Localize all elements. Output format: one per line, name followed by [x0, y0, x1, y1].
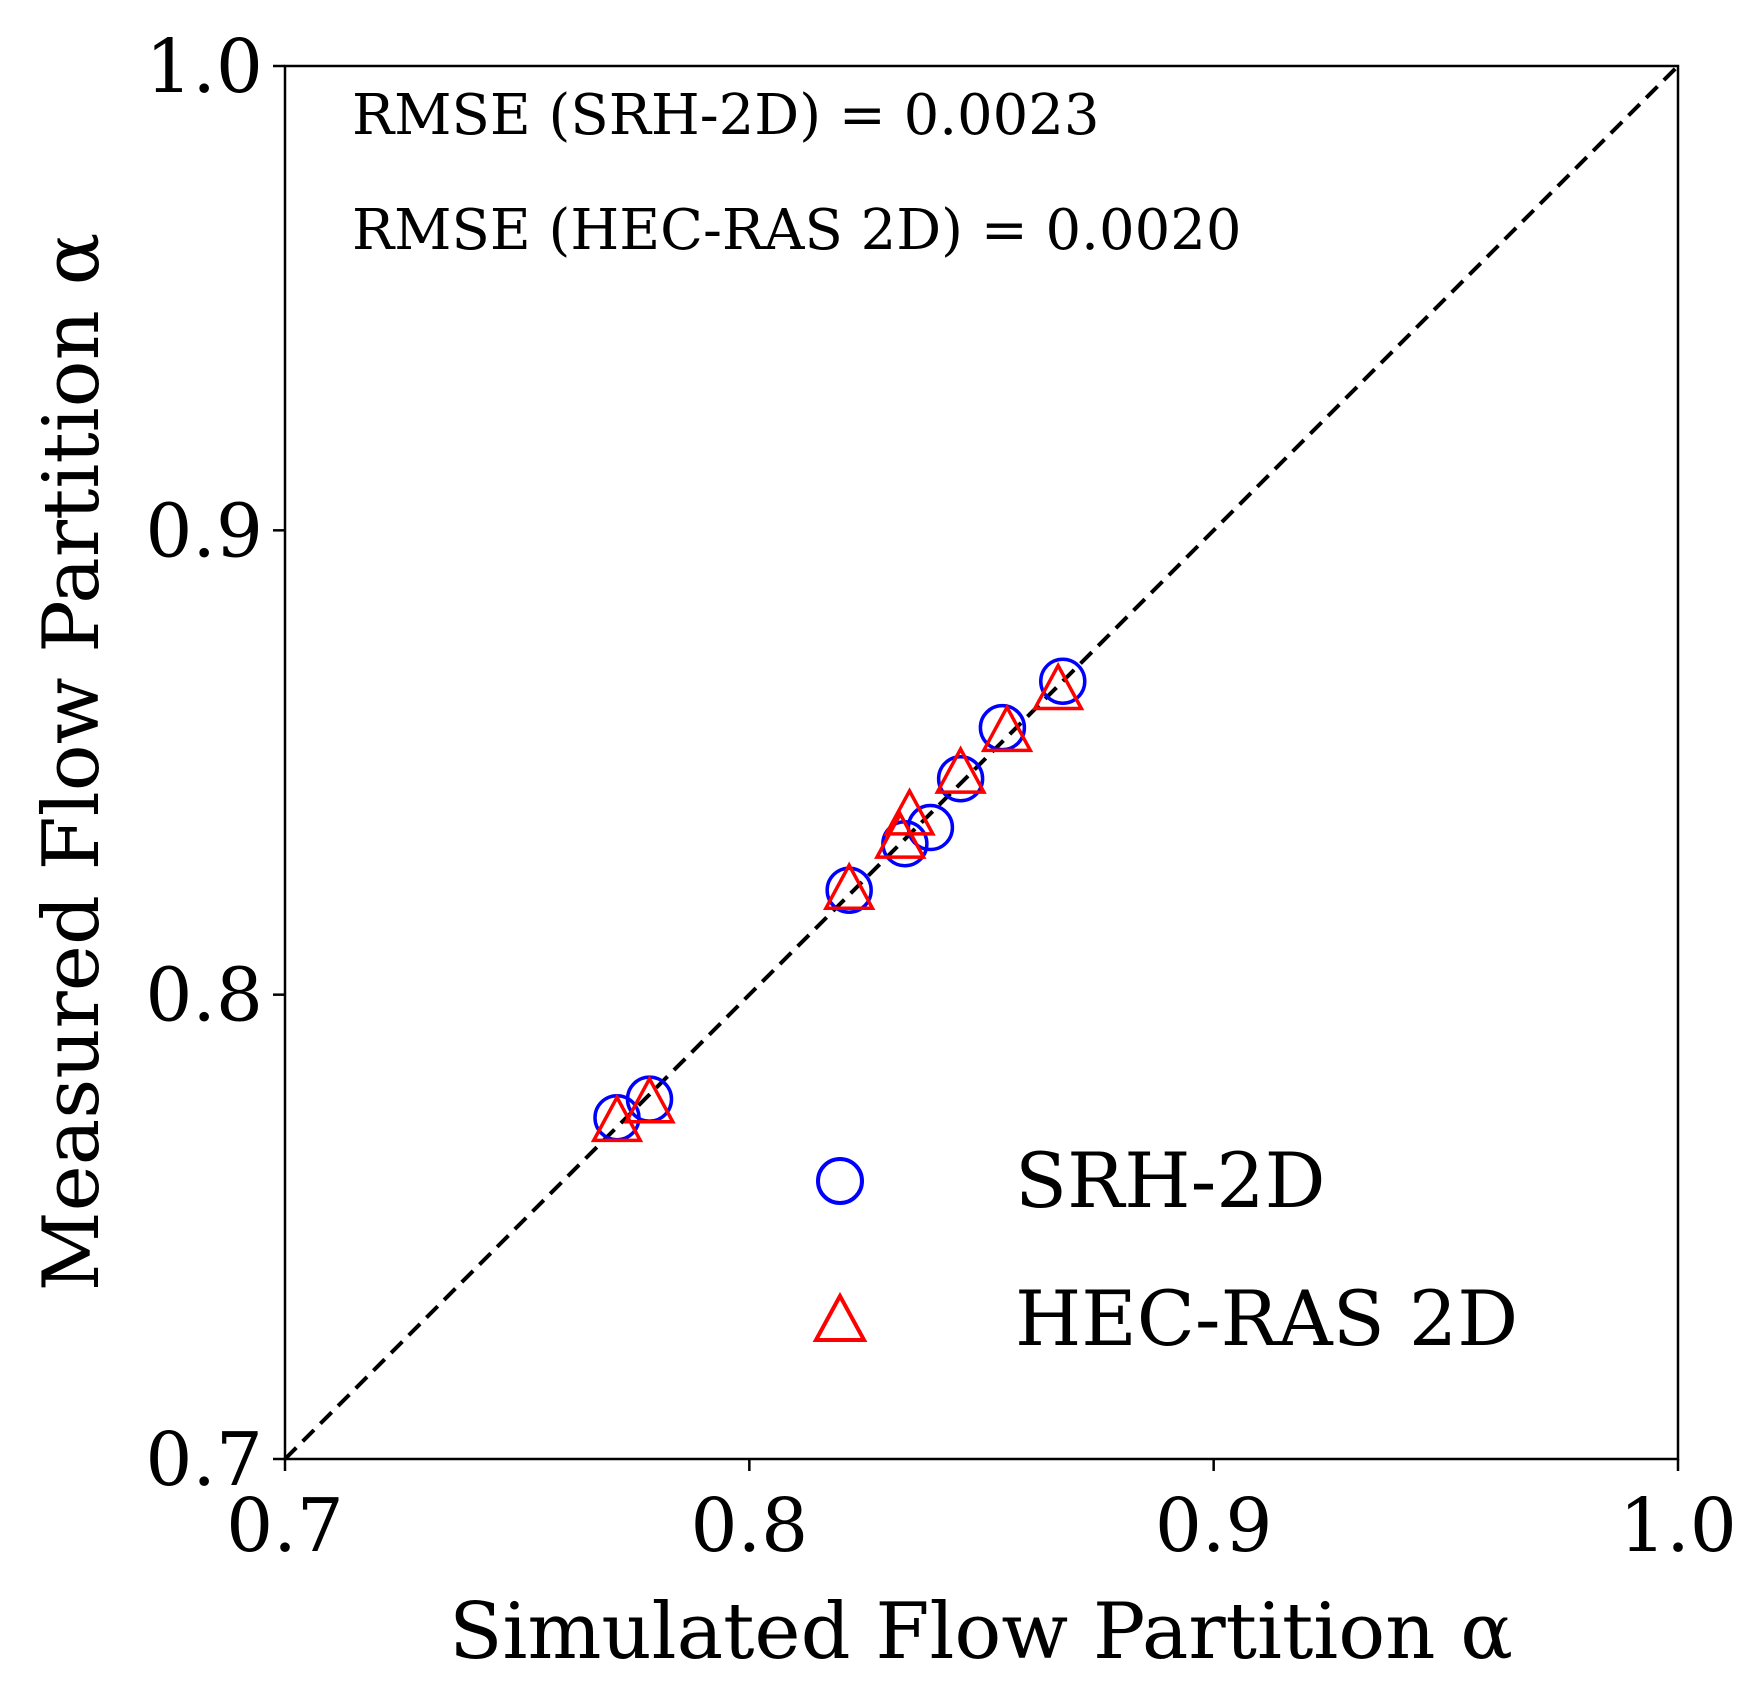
legend-triangle-marker: [812, 1291, 868, 1342]
plot-frame: [283, 64, 1680, 1461]
legend: SRH-2D HEC-RAS 2D: [812, 1136, 1518, 1363]
rmse-hecras-annotation: RMSE (HEC-RAS 2D) = 0.0020: [352, 198, 1242, 263]
data-point-srh-2d: [1039, 657, 1087, 705]
x-axis-label: Simulated Flow Partition α: [449, 1587, 1513, 1677]
data-point-hec-ras-2d: [980, 703, 1034, 753]
y-axis-label: Measured Flow Partition α: [27, 233, 117, 1292]
rmse-srh-annotation: RMSE (SRH-2D) = 0.0023: [352, 83, 1100, 148]
data-point-hec-ras-2d: [623, 1075, 676, 1124]
y-tick-label: 0.8: [145, 953, 263, 1039]
reference-line-layer: [283, 64, 1680, 1461]
y-tick-label: 1.0: [145, 24, 263, 110]
x-tick-label: 0.8: [690, 1483, 808, 1569]
data-point-hec-ras-2d: [1031, 661, 1085, 711]
data-point-hec-ras-2d: [934, 745, 987, 794]
legend-label-hecras: HEC-RAS 2D: [1015, 1274, 1518, 1363]
data-point-srh-2d: [936, 755, 985, 803]
data-point-hec-ras-2d: [822, 861, 876, 910]
y-tick-label: 0.9: [145, 488, 263, 574]
x-tick-label: 0.7: [226, 1483, 344, 1569]
one-to-one-reference-line: [283, 64, 1680, 1461]
data-points-layer: [590, 657, 1087, 1143]
legend-label-srh: SRH-2D: [1015, 1136, 1326, 1225]
data-point-hec-ras-2d: [883, 787, 936, 836]
x-tick-label: 0.9: [1155, 1483, 1273, 1569]
x-tick-label: 1.0: [1619, 1483, 1737, 1569]
ticks-layer: 0.7 0.8 0.9 1.0 0.7 0.8 0.9 1.0: [145, 24, 1737, 1569]
y-tick-label: 0.7: [145, 1417, 263, 1503]
legend-circle-marker: [816, 1157, 864, 1205]
